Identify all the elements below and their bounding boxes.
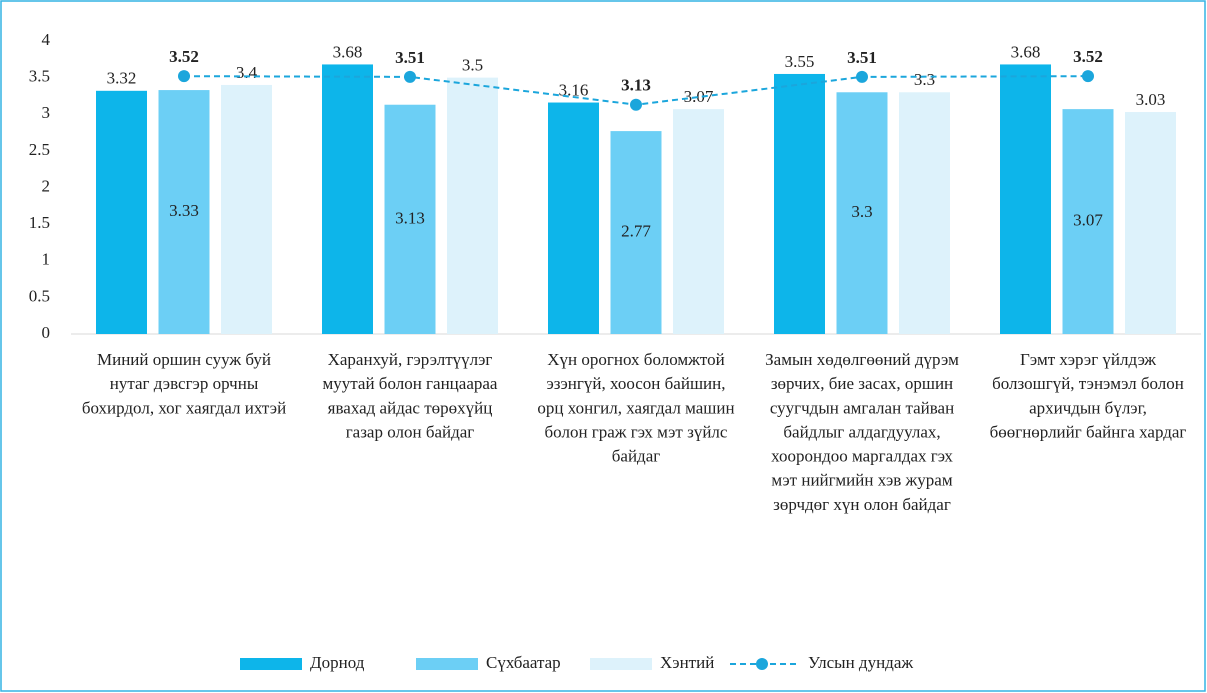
bar	[1125, 112, 1176, 335]
value-label: 3.68	[333, 42, 363, 61]
y-tick-label: 0	[42, 323, 51, 342]
y-tick-label: 1.5	[29, 213, 50, 232]
bar	[1062, 109, 1114, 334]
bar	[158, 90, 210, 334]
legend-label: Улсын дундаж	[808, 653, 913, 672]
value-label: 3.03	[1136, 90, 1166, 109]
legend-label: Сүхбаатар	[486, 653, 561, 672]
y-tick-label: 0.5	[29, 286, 50, 305]
value-label: 3.13	[395, 208, 425, 227]
bar	[673, 109, 724, 334]
value-label: 3.32	[107, 69, 137, 88]
x-tick-label: Харанхуй, гэрэлтүүлэг муутай болон ганцаа…	[323, 350, 498, 441]
value-label: 3.68	[1011, 42, 1041, 61]
x-tick-label: Гэмт хэрэг үйлдэж болзошгүй, тэнэмэл боло…	[990, 350, 1187, 441]
bar	[96, 90, 147, 334]
average-point	[630, 98, 642, 111]
value-label: 2.77	[621, 221, 651, 240]
y-tick-label: 3	[42, 103, 51, 122]
bar	[548, 102, 599, 334]
bar	[1000, 64, 1051, 334]
bar	[447, 77, 498, 334]
legend-point	[756, 658, 768, 670]
average-label: 3.13	[621, 76, 651, 95]
value-label: 3.3	[914, 70, 935, 89]
average-point	[1082, 70, 1094, 83]
bar	[221, 84, 272, 334]
value-label: 3.33	[169, 201, 199, 220]
value-label: 3.16	[559, 80, 589, 99]
legend-swatch	[590, 658, 652, 670]
bar	[899, 92, 950, 335]
average-label: 3.52	[1073, 47, 1103, 66]
x-tick-label: Замын хөдөлгөөний дүрэм зөрчих, бие засах…	[765, 350, 959, 514]
legend-label: Дорнод	[310, 653, 365, 672]
value-label: 3.5	[462, 56, 483, 75]
bar	[774, 73, 825, 335]
x-tick-label: Миний оршин сууж буй нутаг дэвсгэр орчны б…	[82, 350, 286, 417]
average-label: 3.52	[169, 47, 199, 66]
value-label: 3.3	[851, 202, 872, 221]
average-point	[856, 70, 868, 83]
bar	[322, 64, 373, 334]
average-label: 3.51	[847, 48, 877, 67]
average-point	[178, 70, 190, 83]
average-label: 3.51	[395, 48, 425, 67]
average-point	[404, 70, 416, 83]
value-label: 3.4	[236, 63, 258, 82]
bar	[384, 104, 436, 334]
y-tick-label: 2	[42, 176, 51, 195]
legend-swatch	[240, 658, 302, 670]
legend-label: Хэнтий	[660, 653, 714, 672]
y-tick-label: 1	[42, 250, 51, 269]
value-label: 3.07	[1073, 210, 1103, 229]
y-tick-label: 2.5	[29, 140, 50, 159]
bar	[836, 92, 888, 335]
x-tick-label: Хүн орогнох боломжтой эзэнгүй, хоосон бай…	[537, 350, 734, 466]
y-tick-label: 3.5	[29, 67, 50, 86]
value-label: 3.07	[684, 87, 714, 106]
y-tick-label: 4	[42, 30, 51, 49]
value-label: 3.55	[785, 52, 815, 71]
legend-swatch	[416, 658, 478, 670]
bar	[610, 131, 662, 334]
